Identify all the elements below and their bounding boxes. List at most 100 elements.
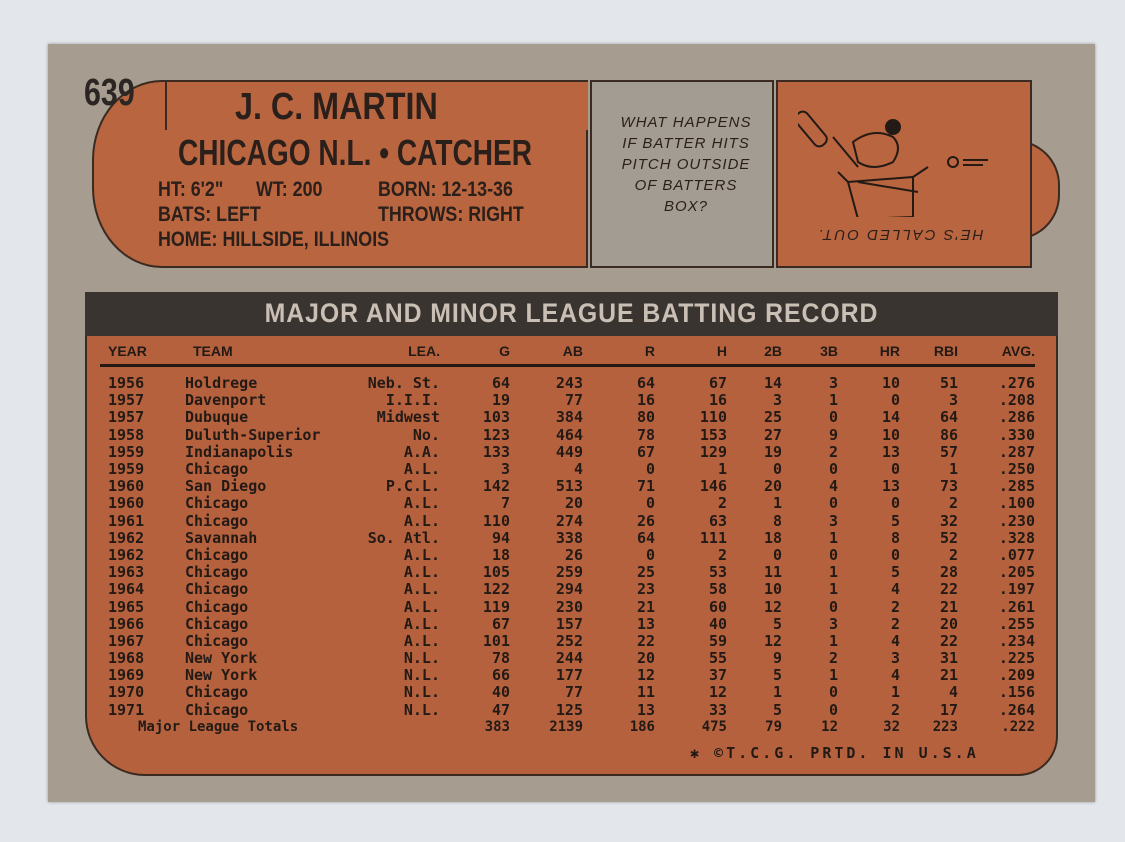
table-cell: 4 [890, 580, 900, 599]
table-cell: 0 [890, 545, 900, 564]
table-cell: 1962 [108, 528, 145, 547]
table-cell: 1 [828, 631, 838, 650]
table-row: 1970 Chicago N.L. 40 77 11 12 1 0 1 4 .156 [100, 684, 1035, 701]
table-cell: 55 [708, 649, 727, 668]
table-cell: .255 [998, 614, 1035, 633]
table-cell: A.L. [403, 494, 440, 513]
table-row: 1968 New York N.L. 78 244 20 55 9 2 3 31 .225 [100, 650, 1035, 667]
table-cell: 67 [636, 442, 655, 461]
table-cell: 259 [555, 563, 583, 582]
table-cell: 47 [491, 700, 510, 719]
table-cell: 2 [890, 700, 900, 719]
table-cell: 110 [482, 511, 510, 530]
totals-cell: 223 [932, 718, 958, 735]
table-cell: .230 [998, 511, 1035, 530]
table-cell: 10 [881, 374, 900, 393]
table-cell: Chicago [185, 683, 249, 702]
table-cell: A.A. [403, 442, 440, 461]
table-cell: 105 [482, 563, 510, 582]
table-cell: 110 [699, 408, 727, 427]
table-cell: 63 [708, 511, 727, 530]
table-cell: 4 [828, 477, 838, 496]
table-cell: 1969 [108, 666, 145, 685]
table-cell: 11 [636, 683, 655, 702]
table-cell: 230 [555, 597, 583, 616]
table-cell: .286 [998, 408, 1035, 427]
table-row: 1962 Chicago A.L. 18 26 0 2 0 0 0 2 .077 [100, 545, 1035, 564]
table-row: 1963 Chicago A.L. 105 259 25 53 11 1 5 28.205 [100, 564, 1035, 581]
table-cell: 20 [939, 614, 958, 633]
table-cell: 0 [772, 460, 782, 479]
table-cell: 4 [573, 460, 583, 479]
table-cell: 133 [482, 442, 510, 461]
table-cell: 1965 [108, 597, 145, 616]
column-header: LEA. [365, 340, 440, 367]
stats-panel [85, 336, 1058, 776]
table-cell: 5 [890, 563, 900, 582]
table-cell: 58 [708, 580, 727, 599]
table-cell: 13 [881, 442, 900, 461]
table-cell: 64 [939, 408, 958, 427]
table-cell: 22 [636, 631, 655, 650]
table-cell: .328 [998, 528, 1035, 547]
table-cell: A.L. [403, 597, 440, 616]
table-cell: .234 [998, 631, 1035, 650]
table-cell: 2 [948, 545, 958, 564]
copyright: ✱ ©T.C.G. PRTD. IN U.S.A [690, 744, 979, 762]
table-cell: 5 [772, 614, 782, 633]
table-cell: 21 [939, 666, 958, 685]
table-cell: 94 [491, 528, 510, 547]
table-cell: 449 [555, 442, 583, 461]
table-cell: 3 [890, 649, 900, 668]
table-cell: 1 [828, 580, 838, 599]
table-cell: 294 [555, 580, 583, 599]
column-header: RBI [900, 340, 958, 367]
table-cell: Chicago [185, 700, 249, 719]
table-row: 1957 Dubuque Midwest 103 384 80 110 25 0 14 64 .286 [100, 409, 1035, 426]
table-cell: 1957 [108, 391, 145, 410]
table-cell: 26 [636, 511, 655, 530]
column-header: H [655, 340, 727, 367]
table-row: 1958 Duluth-Superior No. 123 464 78 153 27 9 10 86… [100, 425, 1035, 444]
table-cell: 123 [482, 425, 510, 444]
table-cell: 71 [636, 477, 655, 496]
table-cell: 1960 [108, 494, 145, 513]
table-cell: 77 [564, 683, 583, 702]
table-cell: 513 [555, 477, 583, 496]
table-cell: .208 [998, 391, 1035, 410]
table-cell: 12 [763, 631, 782, 650]
table-cell: .225 [998, 649, 1035, 668]
table-cell: New York [185, 649, 258, 668]
table-cell: N.L. [403, 700, 440, 719]
player-name: J. C. MARTIN [235, 86, 438, 128]
table-cell: 101 [482, 631, 510, 650]
table-cell: Davenport [185, 391, 267, 410]
table-cell: 0 [828, 683, 838, 702]
born: BORN: 12-13-36 [378, 178, 513, 201]
table-cell: 2 [828, 442, 838, 461]
table-row: 1961 Chicago A.L. 110 274 26 63 8 3 5 32 .230 [100, 511, 1035, 530]
table-cell: 2 [828, 649, 838, 668]
column-header: R [583, 340, 655, 367]
table-cell: 1971 [108, 700, 145, 719]
table-row: 1957 Davenport I.I.I. 19 77 16 16 3 1 0 3 .208 [100, 392, 1035, 409]
table-cell: 0 [828, 545, 838, 564]
table-cell: 243 [555, 374, 583, 393]
table-cell: 66 [491, 666, 510, 685]
table-cell: 2 [890, 614, 900, 633]
table-cell: 10 [881, 425, 900, 444]
table-cell: P.C.L. [385, 477, 440, 496]
table-cell: New York [185, 666, 258, 685]
table-row: 1959 Chicago A.L. 3 4 0 1 0 0 0 1 .250 [100, 460, 1035, 479]
totals-cell: 186 [629, 718, 655, 735]
table-cell: 26 [564, 545, 583, 564]
table-cell: A.L. [403, 563, 440, 582]
table-cell: 32 [939, 511, 958, 530]
table-cell: 18 [763, 528, 782, 547]
table-cell: 19 [491, 391, 510, 410]
table-cell: 142 [482, 477, 510, 496]
table-cell: So. Atl. [367, 528, 440, 547]
totals-cell: 475 [701, 718, 727, 735]
table-cell: 1963 [108, 563, 145, 582]
table-cell: 25 [636, 563, 655, 582]
